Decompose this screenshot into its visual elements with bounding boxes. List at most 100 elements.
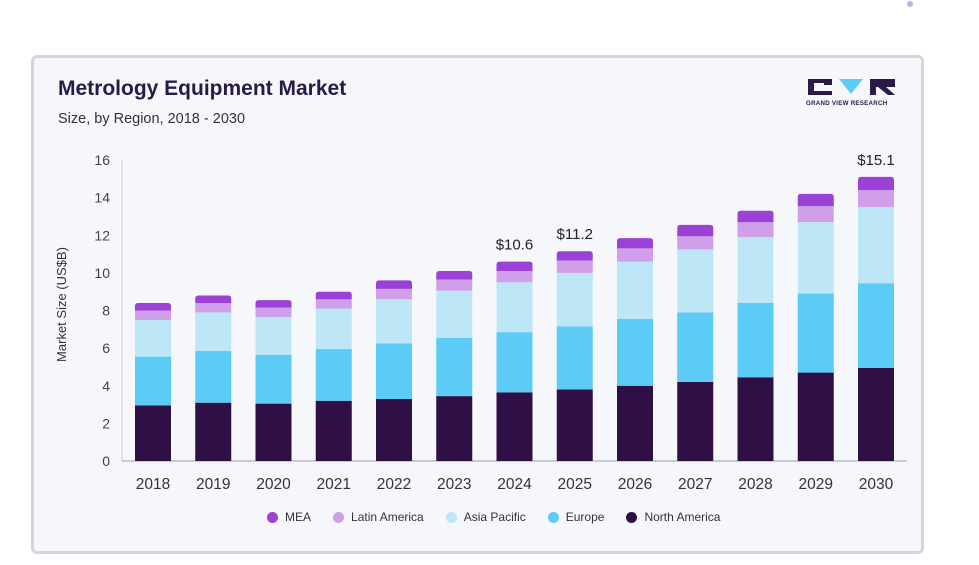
bar-segment xyxy=(737,237,774,303)
bar-segment xyxy=(195,302,232,313)
bar-segment xyxy=(436,337,473,397)
legend-item: Latin America xyxy=(333,510,424,524)
bar-segment xyxy=(496,392,533,461)
bar-segment xyxy=(195,295,232,303)
bar-segment xyxy=(135,302,171,311)
bar-segment xyxy=(797,193,834,207)
chart-card: Metrology Equipment Market Size, by Regi… xyxy=(31,55,924,554)
bar-segment xyxy=(195,402,232,461)
bar-segment xyxy=(737,377,774,461)
bar-segment xyxy=(617,248,653,262)
x-tick-label: 2022 xyxy=(377,476,411,493)
bar-segment xyxy=(436,396,473,461)
y-axis-label: Market Size (US$B) xyxy=(54,247,69,362)
legend-swatch xyxy=(626,511,638,523)
bar-segment xyxy=(255,403,292,461)
chart-title: Metrology Equipment Market xyxy=(58,77,347,100)
bar-segment xyxy=(556,251,593,261)
bar-segment xyxy=(617,318,653,386)
bar-segment xyxy=(617,238,653,249)
bar-segment xyxy=(797,206,834,223)
bars-group xyxy=(135,176,894,461)
legend-label: Europe xyxy=(565,510,605,524)
bar-segment xyxy=(315,308,352,350)
bar-segment xyxy=(677,224,714,237)
bar-segment xyxy=(376,398,412,461)
bar-segment xyxy=(496,261,533,271)
logo-text: GRAND VIEW RESEARCH xyxy=(806,100,888,107)
bar-segment xyxy=(556,326,593,390)
bar-segment xyxy=(315,400,352,461)
legend-label: Asia Pacific xyxy=(463,510,526,524)
x-tick-label: 2025 xyxy=(558,476,592,493)
bar-segment xyxy=(556,389,593,461)
y-tick-label: 10 xyxy=(94,265,110,281)
x-tick-label: 2028 xyxy=(738,476,772,493)
bar-segment xyxy=(858,283,894,368)
bar-segment xyxy=(135,310,171,320)
legend-item: Europe xyxy=(547,510,605,524)
legend-item: Asia Pacific xyxy=(445,510,526,524)
bar-segment xyxy=(737,222,774,238)
bar-segment xyxy=(135,405,171,461)
bar-segment xyxy=(195,350,232,403)
y-tick-label: 2 xyxy=(102,415,110,431)
bar-segment xyxy=(496,332,533,393)
x-tick-label: 2024 xyxy=(497,476,532,493)
bar-segment xyxy=(255,354,292,404)
data-label: $11.2 xyxy=(557,226,593,243)
logo-mark-icon xyxy=(808,79,895,95)
bar-segment xyxy=(556,260,593,273)
chart-subtitle: Size, by Region, 2018 - 2030 xyxy=(58,111,246,127)
bar-segment xyxy=(797,372,834,461)
y-tick-label: 0 xyxy=(102,453,110,469)
bar-segment xyxy=(797,293,834,373)
data-label: $10.6 xyxy=(496,237,534,254)
y-tick-label: 12 xyxy=(94,227,110,243)
bar-segment xyxy=(255,317,292,355)
x-tick-label: 2026 xyxy=(618,476,652,493)
y-tick-label: 4 xyxy=(102,378,110,394)
x-tick-label: 2029 xyxy=(799,476,833,493)
y-axis: 0 2 4 6 8 10 12 14 16 xyxy=(94,152,110,469)
bar-segment xyxy=(858,190,894,208)
bar-segment xyxy=(315,291,352,300)
legend-label: North America xyxy=(644,510,721,524)
legend-swatch xyxy=(267,511,278,523)
bar-segment xyxy=(617,261,653,319)
decorative-dot xyxy=(907,1,913,7)
bar-segment xyxy=(135,356,171,406)
legend-swatch xyxy=(333,511,345,523)
x-tick-label: 2019 xyxy=(196,476,230,493)
x-tick-label: 2018 xyxy=(136,476,170,493)
legend-label: Latin America xyxy=(351,510,424,524)
bar-segment xyxy=(496,282,533,333)
x-tick-label: 2020 xyxy=(256,476,291,493)
legend-item: MEA xyxy=(267,510,311,524)
bar-segment xyxy=(315,349,352,401)
bar-segment xyxy=(376,288,412,300)
y-tick-label: 6 xyxy=(102,340,110,356)
bar-segment xyxy=(858,176,894,191)
bar-segment xyxy=(797,222,834,294)
legend-item: North America xyxy=(626,510,720,524)
y-tick-label: 8 xyxy=(102,303,110,319)
bar-segment xyxy=(376,280,412,289)
bar-segment xyxy=(496,270,533,283)
legend-label: MEA xyxy=(285,510,312,524)
brand-logo: GRAND VIEW RESEARCH xyxy=(806,77,898,111)
bar-segment xyxy=(556,272,593,327)
y-tick-label: 16 xyxy=(94,152,110,168)
bar-segment xyxy=(436,290,473,338)
x-tick-label: 2021 xyxy=(317,476,351,493)
x-tick-label: 2030 xyxy=(859,476,894,493)
legend-swatch xyxy=(445,511,457,523)
bar-segment xyxy=(677,312,714,382)
x-axis: 2018 2019 2020 2021 2022 2023 2024 2025 2026 2027… xyxy=(136,476,894,493)
bar-segment xyxy=(376,299,412,344)
data-label: $15.1 xyxy=(857,152,895,169)
bar-segment xyxy=(135,319,171,357)
bar-segment xyxy=(376,343,412,399)
legend-swatch xyxy=(547,511,559,523)
bar-segment xyxy=(858,367,894,461)
